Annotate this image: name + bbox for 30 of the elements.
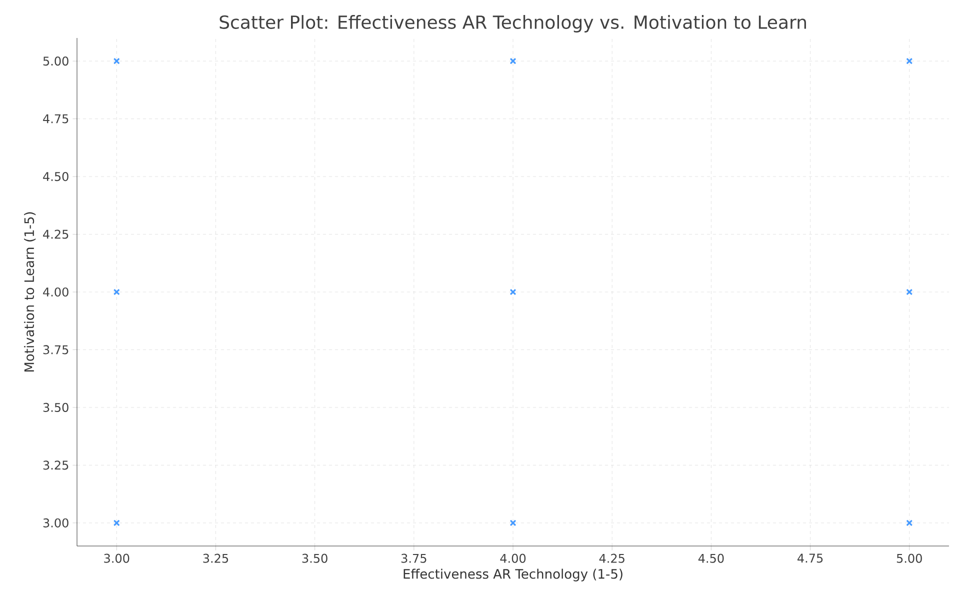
point bbox=[113, 58, 120, 64]
point bbox=[113, 520, 120, 526]
point bbox=[906, 520, 913, 526]
x-tick-label: 3.50 bbox=[302, 554, 328, 563]
y-tick-label: 3.25 bbox=[43, 460, 68, 470]
y-tick-label: 5.00 bbox=[43, 56, 68, 66]
x-tick-label: 4.25 bbox=[599, 554, 624, 563]
x-tick-label: 4.50 bbox=[698, 554, 724, 563]
point bbox=[906, 58, 913, 64]
point bbox=[906, 288, 913, 296]
y-tick-label: 4.75 bbox=[43, 114, 68, 124]
y-tick-label: 4.00 bbox=[43, 287, 68, 297]
y-axis-title: Motivation to Learn (1-5) bbox=[24, 212, 36, 372]
y-tick-label: 4.50 bbox=[43, 172, 68, 182]
point bbox=[510, 58, 516, 64]
x-tick-label: 4.00 bbox=[500, 554, 526, 563]
x-tick-label: 3.75 bbox=[401, 554, 426, 563]
y-tick-label: 3.00 bbox=[43, 518, 68, 528]
y-tick-label: 4.25 bbox=[43, 230, 68, 239]
x-tick-label: 3.25 bbox=[203, 554, 228, 563]
x-tick-label: 3.00 bbox=[104, 554, 130, 563]
point bbox=[510, 288, 516, 296]
point bbox=[510, 520, 516, 526]
y-tick-label: 3.75 bbox=[43, 345, 68, 354]
point bbox=[113, 288, 120, 296]
chart-title: Scatter Plot: Effectiveness AR Technology vs. Motivation to Learn bbox=[220, 15, 806, 32]
x-tick-label: 4.75 bbox=[798, 554, 823, 563]
y-tick-label: 3.50 bbox=[43, 402, 68, 412]
x-tick-label: 5.00 bbox=[896, 554, 922, 563]
x-axis-title: Effectiveness AR Technology (1-5) bbox=[404, 568, 622, 582]
